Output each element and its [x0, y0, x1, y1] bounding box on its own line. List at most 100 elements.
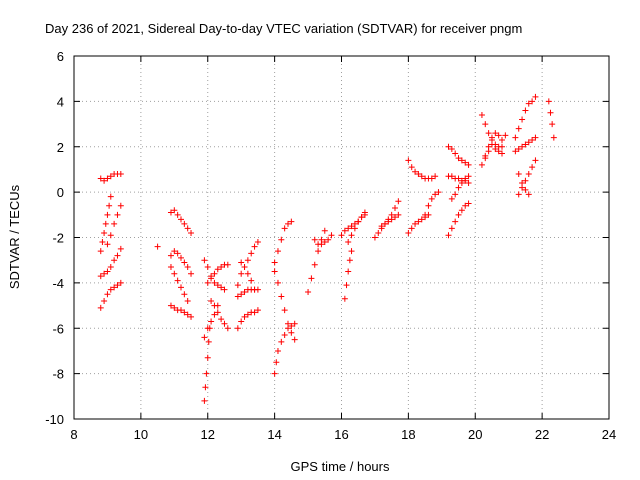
data-point [351, 225, 358, 232]
data-point [465, 200, 472, 207]
data-point [188, 270, 195, 277]
data-point [381, 220, 388, 227]
data-point [395, 198, 402, 205]
data-point [462, 202, 469, 209]
data-point [201, 397, 208, 404]
data-point [432, 173, 439, 180]
data-point [499, 136, 505, 143]
x-tick-label: 20 [468, 427, 482, 442]
data-point [492, 146, 499, 153]
data-point [321, 227, 328, 234]
data-point [203, 370, 210, 377]
series-arc-29 [378, 211, 402, 230]
data-point [341, 295, 348, 302]
data-point [515, 170, 522, 177]
data-point [328, 232, 335, 239]
series-arc-32 [422, 189, 442, 218]
data-point [211, 279, 218, 286]
data-point [221, 320, 228, 327]
data-point [102, 220, 109, 227]
data-point [218, 284, 225, 291]
series-arc-34 [445, 173, 472, 187]
y-tick-label: 2 [57, 140, 64, 155]
data-point [428, 175, 435, 182]
data-point [99, 239, 106, 246]
series-arc-17 [234, 307, 261, 332]
data-point [448, 225, 455, 232]
data-point [425, 202, 432, 209]
data-point [208, 298, 215, 305]
data-point [519, 180, 526, 187]
series-arc-13 [201, 257, 228, 293]
data-point [278, 293, 285, 300]
data-point [412, 220, 419, 227]
data-point [281, 225, 288, 232]
data-point [288, 218, 295, 225]
data-point [238, 259, 245, 266]
data-point [184, 311, 191, 318]
data-point [97, 175, 104, 182]
data-point [188, 313, 195, 320]
series-arc-35 [445, 200, 472, 239]
data-point [214, 266, 221, 273]
data-point [188, 229, 195, 236]
data-point [251, 286, 258, 293]
data-point [104, 268, 111, 275]
series-arc-41 [512, 134, 539, 155]
data-point [522, 177, 529, 184]
data-point [529, 136, 536, 143]
data-point [211, 270, 218, 277]
series-arc-33 [445, 143, 472, 168]
data-point [114, 252, 121, 259]
data-point [234, 325, 241, 332]
x-tick-label: 10 [134, 427, 148, 442]
data-point [104, 175, 111, 182]
data-point [111, 220, 118, 227]
y-tick-label: -2 [52, 231, 64, 246]
data-point [345, 268, 352, 275]
data-point [202, 384, 209, 391]
data-point [101, 229, 108, 236]
data-point [392, 205, 398, 212]
data-point [248, 277, 255, 284]
data-point [448, 173, 455, 180]
series-arc-14 [204, 261, 231, 286]
data-point [204, 325, 211, 332]
data-point [285, 320, 291, 327]
data-point [101, 270, 108, 277]
data-point [241, 263, 248, 270]
data-point [348, 223, 355, 230]
data-point [181, 259, 188, 266]
data-point [482, 121, 489, 128]
data-point [104, 241, 111, 248]
data-point [224, 261, 231, 268]
data-point [355, 218, 362, 225]
data-point [278, 236, 285, 243]
data-point [184, 298, 191, 305]
data-point [408, 164, 415, 171]
data-point [547, 109, 554, 116]
data-point [385, 218, 392, 225]
data-point [412, 168, 419, 175]
x-axis-label: GPS time / hours [291, 459, 390, 474]
data-point [221, 286, 228, 293]
data-point [315, 248, 322, 255]
data-point [117, 170, 124, 177]
data-point [167, 302, 174, 309]
data-point [281, 307, 288, 314]
data-point [291, 336, 298, 343]
data-point [532, 157, 539, 164]
data-point [251, 309, 258, 316]
data-point [348, 248, 355, 255]
axis-ticks [73, 55, 610, 420]
x-tick-label: 18 [401, 427, 415, 442]
series-arc-15 [208, 298, 231, 332]
data-point [455, 175, 462, 182]
data-point [432, 191, 439, 198]
data-point [311, 236, 318, 243]
data-point [348, 232, 355, 239]
data-point [445, 232, 452, 239]
x-tick-label: 16 [334, 427, 348, 442]
data-point [512, 134, 519, 141]
